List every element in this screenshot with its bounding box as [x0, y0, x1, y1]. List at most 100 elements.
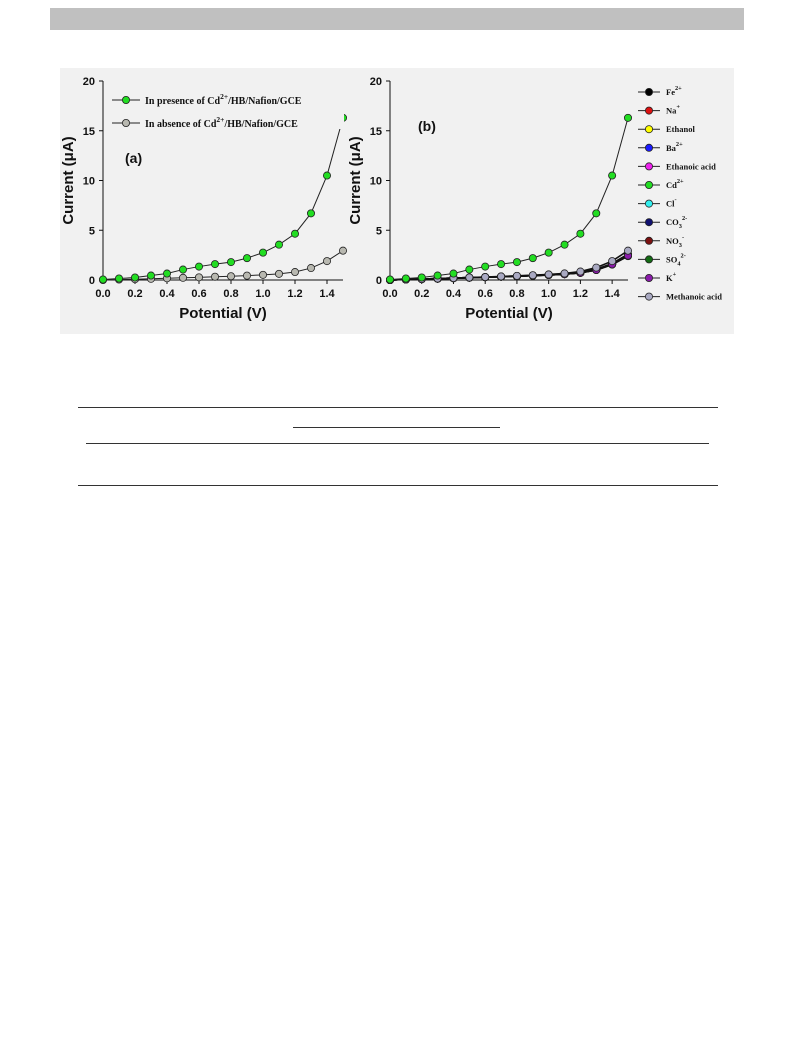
- data-point: [417, 273, 426, 282]
- legend-marker: [645, 143, 654, 152]
- data-point: [544, 248, 553, 257]
- legend-b-label: Ethanol: [666, 124, 695, 134]
- data-point: [401, 274, 410, 283]
- legend-marker: [645, 106, 654, 115]
- legend-text-main: NO: [666, 236, 679, 246]
- y-tick-label: 20: [83, 76, 95, 88]
- legend-a-background: [108, 85, 344, 129]
- data-point: [481, 273, 490, 282]
- data-point: [274, 240, 283, 249]
- legend-text-main: In absence of Cd: [145, 119, 217, 130]
- legend-b-label: K+: [666, 271, 677, 283]
- data-point: [449, 269, 458, 278]
- figure-svg: 0.0 0.2 0.4 0.6 0.8 1.0 1.2 1.4 0 5 10 15 20 Potentia…: [60, 76, 722, 322]
- data-point: [576, 229, 585, 238]
- data-point: [624, 113, 633, 122]
- legend-a-label: In presence of Cd2+/HB/Nafion/GCE: [145, 92, 302, 107]
- data-point: [385, 275, 394, 284]
- legend-marker: [645, 273, 654, 282]
- legend-b-entry: Cl-: [638, 197, 677, 209]
- legend-b-entry: K+: [638, 271, 677, 283]
- table-rule-short: [293, 427, 500, 428]
- data-point: [624, 246, 633, 255]
- series-line: [102, 250, 344, 281]
- x-tick-label: 1.2: [287, 288, 302, 300]
- legend-text-subscript: 3: [679, 242, 682, 249]
- y-tick-label: 5: [89, 225, 95, 237]
- x-tick-label: 1.4: [604, 288, 620, 300]
- x-tick-label: 0.0: [382, 288, 397, 300]
- legend-b-entry: Ethanol: [638, 124, 695, 134]
- x-tick-label: 0.6: [191, 288, 206, 300]
- legend-text-superscript: 2+: [677, 178, 684, 185]
- legend-marker: [645, 87, 654, 96]
- data-point: [274, 269, 283, 278]
- legend-marker: [645, 181, 654, 190]
- legend-text-superscript: 2+: [675, 85, 682, 92]
- data-point: [306, 209, 315, 218]
- legend-b-entry: Cd2+: [638, 178, 684, 190]
- legend-b-entry: Ba2+: [638, 141, 683, 153]
- data-point: [497, 260, 506, 269]
- legend-b-label: Methanoic acid: [666, 292, 722, 302]
- data-point: [497, 272, 506, 281]
- data-point: [194, 262, 203, 271]
- y-tick-label: 15: [83, 126, 95, 138]
- legend-text-main: SO: [666, 254, 678, 264]
- legend-b-label: CO32-: [666, 215, 687, 230]
- legend-marker: [645, 236, 654, 245]
- legend-text-main: Cl: [666, 199, 675, 209]
- x-tick-label: 0.8: [509, 288, 524, 300]
- legend-b-label: Ethanoic acid: [666, 161, 716, 171]
- legend-text-main: Na: [666, 106, 677, 116]
- legend-text-superscript: -: [675, 197, 677, 204]
- x-tick-label: 1.4: [319, 288, 335, 300]
- legend-b-entry: NO3-: [638, 234, 684, 249]
- legend-b-label: Cl-: [666, 197, 677, 209]
- series-line: [102, 117, 344, 281]
- chart-panel-b: 0.0 0.2 0.4 0.6 0.8 1.0 1.2 1.4 0 5 10 15 20 Potentia…: [347, 76, 633, 322]
- x-tick-label: 0.2: [127, 288, 142, 300]
- legend-a: In presence of Cd2+/HB/Nafion/GCE In abse…: [108, 85, 344, 130]
- y-axis-title: Current (μA): [60, 136, 77, 224]
- data-point: [560, 240, 569, 249]
- legend-b-entry: Methanoic acid: [638, 292, 722, 302]
- legend-marker: [645, 199, 654, 208]
- data-point: [512, 271, 521, 280]
- x-axis-title: Potential (V): [465, 305, 553, 322]
- data-point: [465, 265, 474, 274]
- y-axis-title: Current (μA): [347, 136, 364, 224]
- y-tick-label: 0: [376, 275, 382, 287]
- legend-text-superscript: +: [676, 104, 680, 111]
- legend-b: Fe2+ Na+ Ethanol Ba2+ Ethanoic acid Cd2+ Cl- CO…: [638, 85, 722, 302]
- x-tick-label: 0.6: [478, 288, 493, 300]
- data-point: [163, 269, 172, 278]
- series-cd2-: [385, 113, 633, 284]
- table-rule-middle: [86, 443, 709, 444]
- legend-a-entry: In absence of Cd2+/HB/Nafion/GCE: [112, 115, 298, 130]
- data-point: [608, 257, 617, 266]
- table-rule-top: [78, 407, 718, 408]
- legend-text-main: CO: [666, 217, 679, 227]
- legend-text-main: K: [666, 273, 673, 283]
- x-tick-label: 0.8: [223, 288, 238, 300]
- y-tick-label: 10: [83, 176, 95, 188]
- legend-b-label: NO3-: [666, 234, 684, 249]
- data-point: [465, 273, 474, 282]
- legend-b-label: Na+: [666, 104, 680, 116]
- series-line: [389, 117, 629, 281]
- figure-panel: 0.0 0.2 0.4 0.6 0.8 1.0 1.2 1.4 0 5 10 15 20 Potentia…: [60, 68, 734, 334]
- y-tick-label: 5: [376, 225, 382, 237]
- data-point: [592, 263, 601, 272]
- data-point: [481, 262, 490, 271]
- legend-b-label: SO42-: [666, 252, 686, 267]
- data-point: [322, 257, 331, 266]
- legend-text-tail: /HB/Nafion/GCE: [227, 96, 302, 107]
- legend-text-main: Ethanoic acid: [666, 161, 716, 171]
- data-point: [322, 171, 331, 180]
- legend-marker: [122, 119, 131, 128]
- legend-b-entry: Fe2+: [638, 85, 682, 97]
- legend-b-label: Ba2+: [666, 141, 683, 153]
- series-in-presence-of-cd2-hb-nafion-gce: [99, 113, 347, 284]
- legend-b-entry: Na+: [638, 104, 680, 116]
